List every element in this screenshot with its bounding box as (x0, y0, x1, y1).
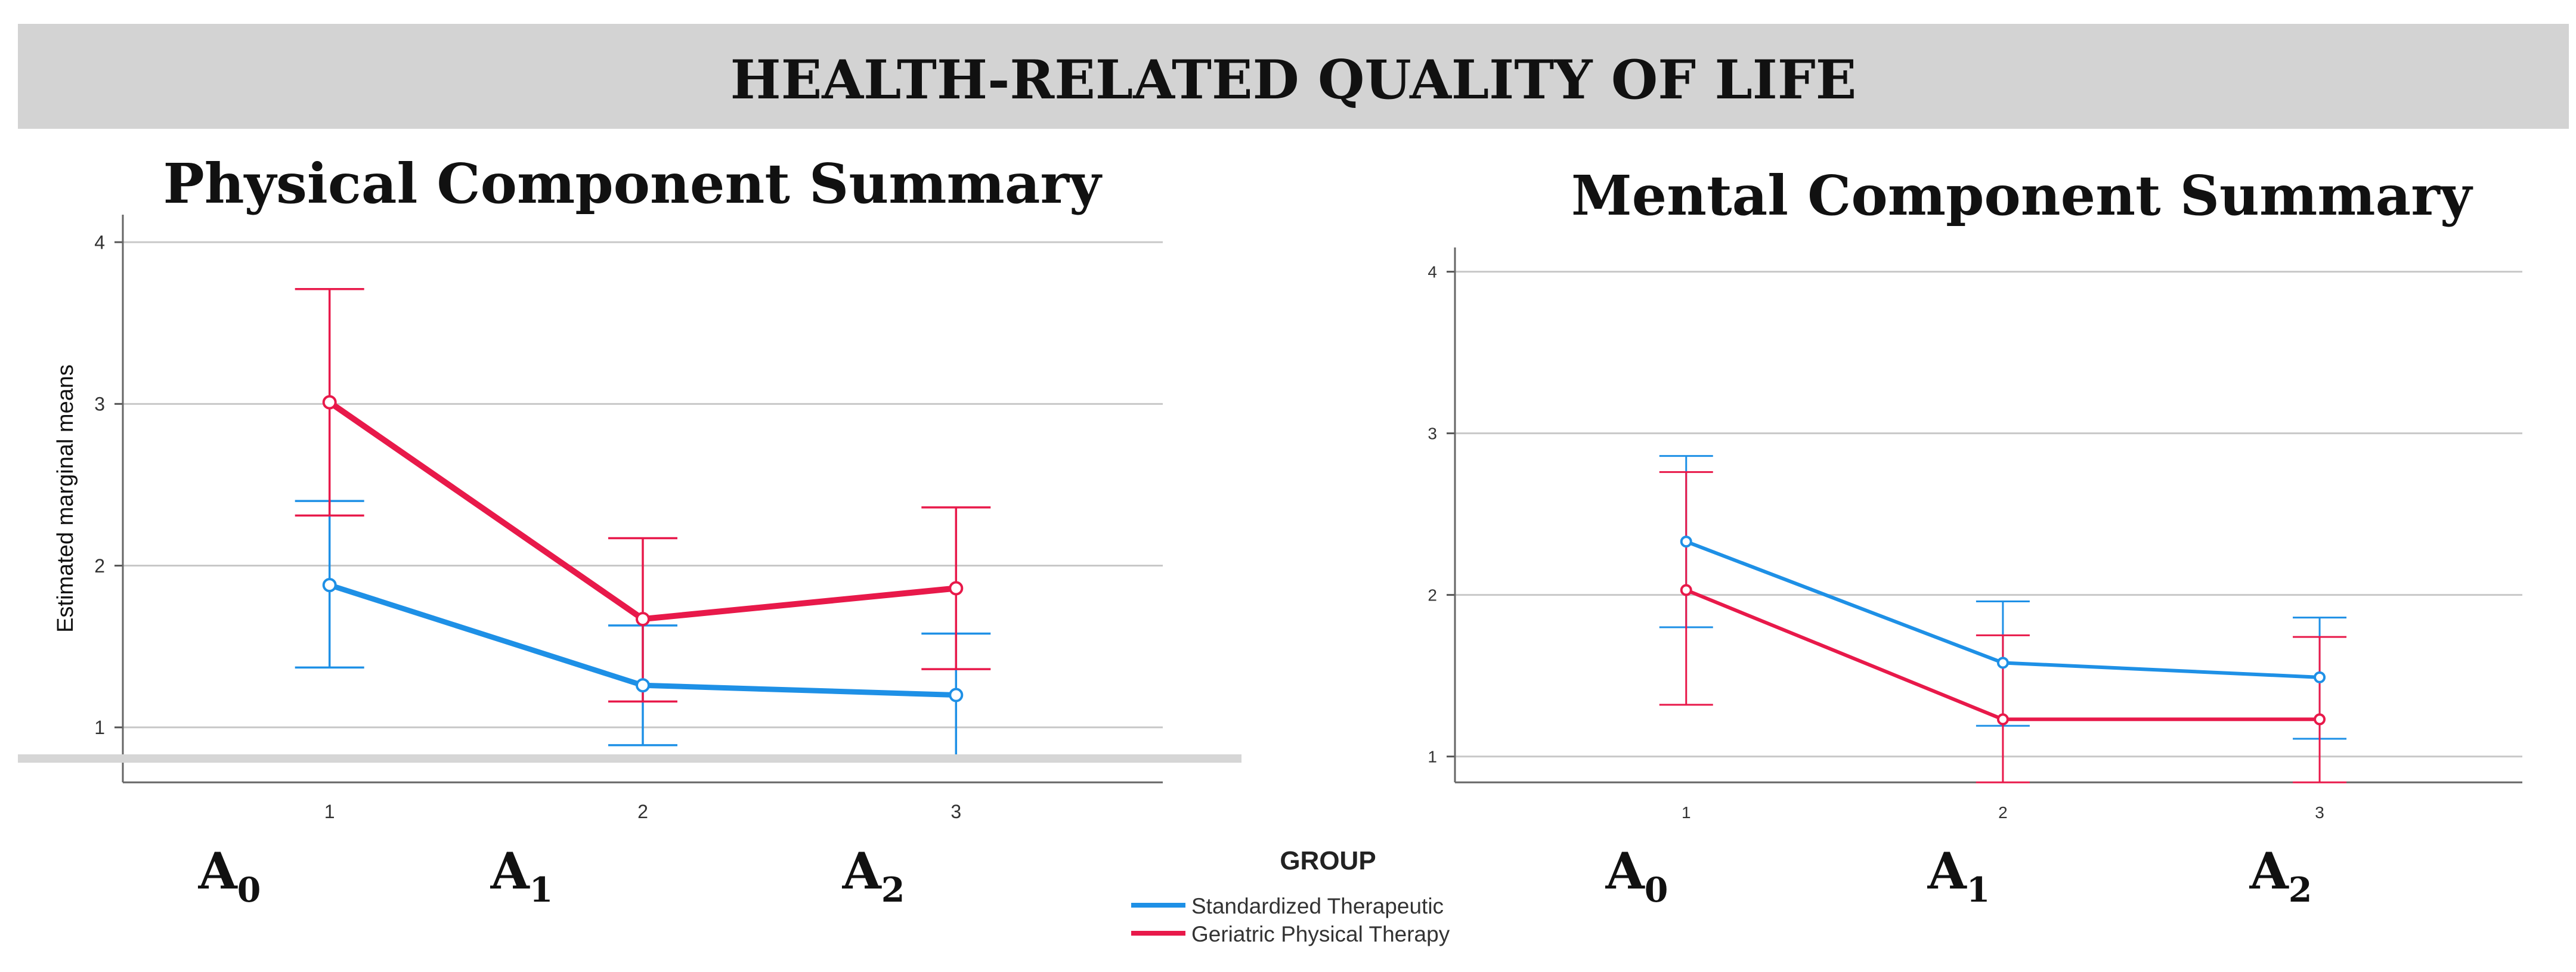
y-tick-label: 4 (94, 231, 105, 253)
legend-label-geriatric: Geriatric Physical Therapy (1191, 922, 1450, 946)
chart-title: Mental Component Summary (1571, 163, 2473, 228)
legend-label-standardized: Standardized Therapeutic (1191, 894, 1444, 918)
x-tick-label: 2 (637, 801, 648, 822)
data-point-standardized-therapeutic (322, 578, 337, 593)
timepoint-main: A (1927, 841, 1968, 900)
timepoint-subscript: 2 (2289, 870, 2312, 910)
data-point-geriatric-physical-therapy (949, 581, 964, 596)
legend: GROUP Standardized Therapeutic Geriatric… (1131, 846, 1450, 946)
timepoint-subscript: 1 (530, 870, 553, 910)
timepoint-label: A1 (490, 841, 553, 910)
x-tick-label: 1 (1682, 803, 1691, 822)
y-tick-label: 2 (1428, 586, 1437, 604)
y-axis-label: Estimated marginal means (53, 364, 78, 633)
y-tick-label: 3 (1428, 424, 1437, 442)
data-point-geriatric-physical-therapy (2314, 713, 2326, 726)
divider-bar (18, 754, 1241, 763)
data-point-standardized-therapeutic (2314, 671, 2326, 683)
y-tick-label: 3 (94, 394, 105, 415)
timepoint-label: A2 (2249, 841, 2312, 910)
data-point-geriatric-physical-therapy (1996, 713, 2009, 726)
legend-title: GROUP (1280, 846, 1376, 875)
x-tick-label: 3 (950, 801, 961, 822)
banner-title: HEALTH-RELATED QUALITY OF LIFE (730, 48, 1857, 112)
physical-component-chart: Physical Component Summary 1 2 3 4 1 2 3 Estimat… (53, 151, 1163, 910)
timepoint-label: A1 (1927, 841, 1990, 910)
timepoint-label: A0 (1605, 841, 1668, 910)
timepoint-main: A (198, 841, 239, 900)
timepoint-main: A (1605, 841, 1646, 900)
data-point-standardized-therapeutic (1996, 657, 2009, 669)
data-point-standardized-therapeutic (636, 678, 650, 693)
timepoint-subscript: 0 (1645, 870, 1668, 910)
x-tick-label: 1 (324, 801, 335, 822)
timepoint-label: A2 (842, 841, 905, 910)
data-point-geriatric-physical-therapy (636, 612, 650, 627)
timepoint-main: A (842, 841, 883, 900)
title-banner (18, 24, 2569, 129)
data-point-standardized-therapeutic (949, 688, 964, 702)
timepoint-subscript: 0 (237, 870, 261, 910)
x-tick-label: 3 (2315, 803, 2324, 822)
chart-title: Physical Component Summary (163, 151, 1103, 216)
y-tick-label: 2 (94, 555, 105, 577)
y-tick-label: 1 (94, 717, 105, 738)
timepoint-subscript: 1 (1967, 870, 1990, 910)
timepoint-label: A0 (198, 841, 261, 910)
y-tick-label: 4 (1428, 262, 1437, 281)
data-point-geriatric-physical-therapy (322, 395, 337, 410)
data-point-geriatric-physical-therapy (1680, 584, 1692, 596)
data-point-standardized-therapeutic (1680, 535, 1692, 548)
timepoint-subscript: 2 (881, 870, 905, 910)
x-tick-label: 2 (1998, 803, 2008, 822)
y-tick-label: 1 (1428, 747, 1437, 766)
timepoint-main: A (2249, 841, 2290, 900)
timepoint-main: A (490, 841, 531, 900)
